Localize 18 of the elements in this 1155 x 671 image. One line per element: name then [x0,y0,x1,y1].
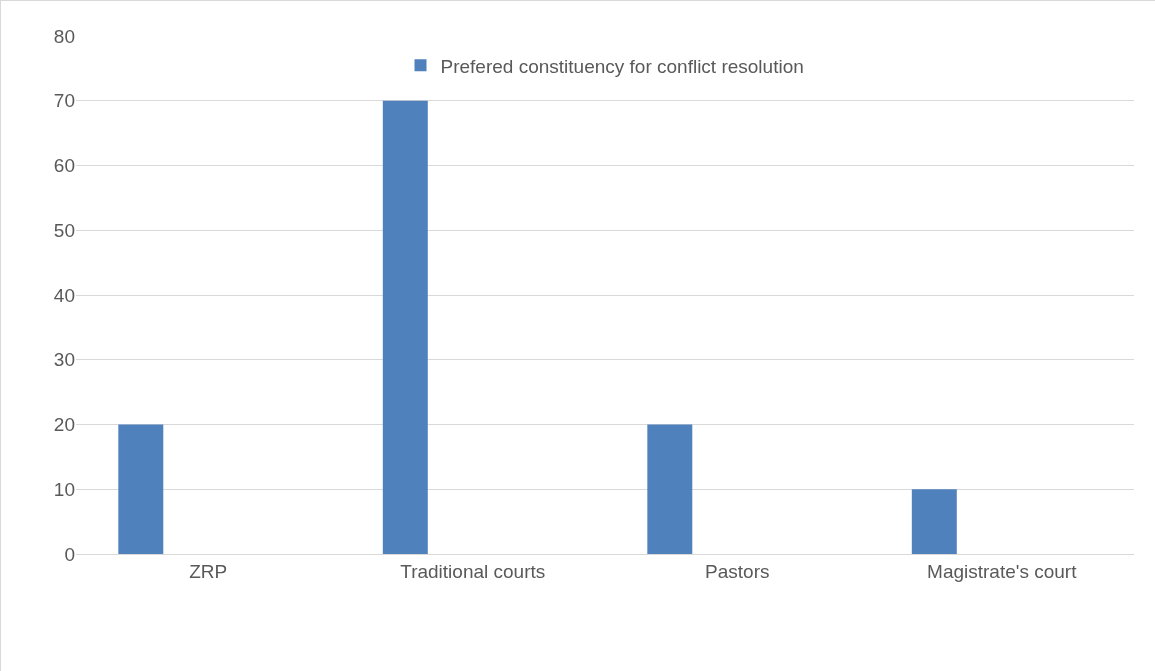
x-tick-label: Traditional courts [400,560,546,582]
x-tick-label: Pastors [705,560,770,582]
y-tick-label: 60 [53,155,75,177]
x-tick-label: ZRP [189,560,228,582]
y-tick-label: 70 [53,90,75,112]
y-tick-label: 80 [53,25,75,47]
y-tick-label: 40 [53,284,75,306]
bar [911,489,957,554]
y-tick-label: 30 [53,349,75,371]
x-tick-label: Magistrate's court [927,560,1078,582]
legend-label: Prefered constituency for conflict resolution [440,55,804,77]
bar [118,424,164,554]
bar [382,100,428,554]
y-tick-label: 50 [53,219,75,241]
y-tick-label: 0 [64,543,75,565]
y-tick-label: 10 [53,478,75,500]
bar [647,424,693,554]
y-tick-label: 20 [53,414,75,436]
